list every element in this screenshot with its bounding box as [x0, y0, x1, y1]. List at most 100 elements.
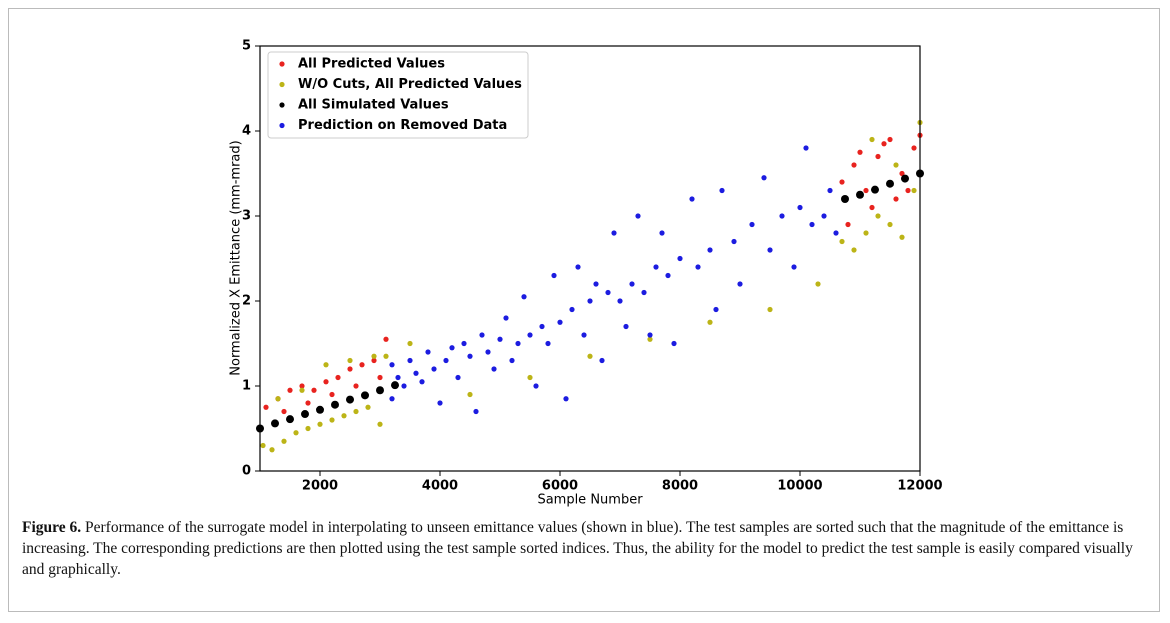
- point: [515, 340, 521, 347]
- point: [437, 400, 443, 406]
- point: [443, 357, 449, 364]
- point: [305, 400, 311, 406]
- x-tick-label: 6000: [542, 479, 578, 494]
- point: [569, 306, 575, 313]
- point: [839, 179, 845, 185]
- point: [629, 281, 635, 287]
- point: [677, 255, 683, 262]
- caption-label: Figure 6.: [22, 519, 82, 536]
- point: [841, 195, 849, 203]
- point: [707, 247, 713, 253]
- point: [581, 332, 587, 338]
- point: [305, 425, 311, 432]
- point: [281, 408, 287, 415]
- caption: Figure 6. Performance of the surrogate m…: [22, 517, 1152, 580]
- legend-label: Prediction on Removed Data: [298, 118, 507, 133]
- point: [821, 213, 827, 219]
- point: [857, 149, 863, 155]
- point: [383, 353, 389, 359]
- point: [641, 289, 647, 296]
- point: [869, 204, 875, 211]
- point: [485, 349, 491, 355]
- point: [449, 345, 455, 351]
- figure-frame: [8, 8, 1160, 612]
- x-tick-label: 2000: [302, 479, 338, 494]
- point: [635, 213, 641, 219]
- legend-box: [267, 51, 529, 139]
- point: [593, 281, 599, 287]
- point: [893, 196, 899, 202]
- point: [647, 336, 653, 342]
- x-tick-label: 10000: [777, 479, 822, 494]
- point: [271, 419, 279, 428]
- point: [317, 421, 323, 427]
- point: [521, 294, 527, 300]
- point: [899, 170, 905, 177]
- point: [431, 366, 437, 372]
- point: [401, 383, 407, 389]
- plot-frame: [259, 45, 921, 472]
- point: [863, 187, 869, 194]
- point: [353, 408, 359, 415]
- point: [293, 430, 299, 436]
- point: [359, 362, 365, 368]
- legend-marker: [279, 61, 285, 67]
- y-tick-label: 2: [242, 294, 251, 309]
- point: [455, 374, 461, 381]
- point: [887, 221, 893, 228]
- point: [899, 234, 905, 240]
- point: [391, 381, 399, 390]
- point: [599, 357, 605, 364]
- point: [875, 153, 881, 160]
- point: [299, 387, 305, 393]
- point: [851, 247, 857, 253]
- point: [527, 332, 533, 338]
- point: [275, 396, 281, 402]
- point: [425, 349, 431, 355]
- point: [665, 272, 671, 279]
- point: [886, 179, 894, 188]
- x-axis-label: Sample Number: [537, 493, 643, 508]
- point: [353, 383, 359, 389]
- point: [376, 386, 384, 395]
- point: [707, 319, 713, 325]
- point: [361, 391, 369, 400]
- point: [316, 405, 324, 414]
- point: [911, 187, 917, 194]
- x-tick-label: 8000: [662, 479, 698, 494]
- point: [689, 196, 695, 202]
- point: [671, 340, 677, 347]
- point: [509, 357, 515, 364]
- point: [647, 332, 653, 338]
- point: [347, 366, 353, 372]
- point: [371, 357, 377, 364]
- point: [287, 387, 293, 393]
- point: [377, 421, 383, 427]
- point: [365, 404, 371, 410]
- point: [479, 332, 485, 338]
- point: [797, 204, 803, 211]
- point: [887, 136, 893, 143]
- point: [809, 221, 815, 228]
- point: [623, 323, 629, 330]
- point: [383, 336, 389, 342]
- y-axis-label: Normalized X Emittance (mm-mrad): [229, 140, 244, 375]
- point: [260, 442, 266, 449]
- point: [827, 187, 833, 194]
- point: [347, 357, 353, 364]
- point: [905, 187, 911, 194]
- caption-text: Performance of the surrogate model in in…: [22, 519, 1133, 578]
- point: [875, 213, 881, 219]
- point: [413, 370, 419, 376]
- point: [407, 357, 413, 364]
- point: [695, 264, 701, 270]
- point: [331, 400, 339, 409]
- point: [335, 374, 341, 381]
- y-tick-label: 5: [242, 39, 251, 54]
- point: [881, 141, 887, 147]
- point: [551, 272, 557, 279]
- point: [389, 362, 395, 368]
- point: [731, 238, 737, 245]
- point: [611, 230, 617, 236]
- point: [749, 221, 755, 228]
